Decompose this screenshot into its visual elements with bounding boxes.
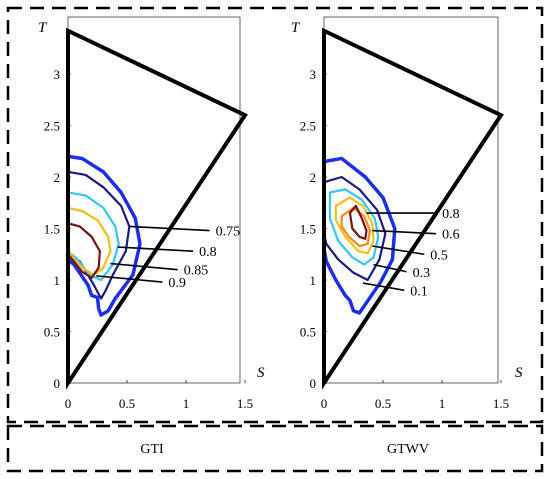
contour-value-label: 0.6 [442, 228, 460, 243]
x-tick-label: 1.5 [237, 396, 253, 411]
y-tick-label: 0 [310, 376, 317, 391]
x-tick-labels: 0 0.5 1 1.5 [321, 396, 509, 411]
contour-value-label: 0.85 [184, 264, 209, 279]
y-tick-label: 2 [54, 170, 61, 185]
y-tick-label: 0.5 [44, 325, 60, 340]
y-tick-label: 0.5 [300, 325, 316, 340]
label-leader [110, 262, 178, 271]
contour-0-1 [322, 156, 397, 315]
panel-caption: GTWV [387, 442, 429, 457]
contour-outer [66, 154, 142, 317]
caption-dashed-frame [6, 424, 544, 473]
contour-0-5 [328, 188, 380, 266]
triangle-boundary [66, 27, 248, 390]
panel-gti: 00.511.522.53 0 0.5 1 1.5 0.750.80.850.9 T … [38, 16, 265, 457]
y-tick-label: 3 [310, 67, 317, 82]
tick-marks [323, 73, 502, 384]
contour-labels: 0.75 0.8 0.850.9 [96, 225, 241, 291]
panel-gtwv: 0 0.5 1 1.5 2 2.5 3 0 0.5 1 1.5 0.8 0.6 0.5 0.3 0.1 T… [291, 16, 523, 457]
x-tick-label: 1.5 [493, 396, 509, 411]
y-tick-label: 2 [310, 170, 317, 185]
label-leader [96, 275, 163, 283]
y-tick-labels: 0 0.5 1 1.5 2 2.5 3 [44, 67, 60, 391]
label-leader [372, 229, 437, 235]
contour-value-label: 0.8 [442, 207, 460, 222]
x-axis-label: S [515, 365, 523, 381]
label-leader [372, 245, 425, 256]
contour-value-label: 0.3 [413, 266, 431, 281]
x-tick-label: 0 [321, 396, 328, 411]
contour-0-8 [66, 191, 120, 282]
y-tick-label: 1.5 [44, 222, 60, 237]
x-tick-label: 1 [439, 396, 446, 411]
triangle-boundary [322, 27, 504, 390]
y-tick-label: 1.5 [300, 222, 316, 237]
contour-labels: 0.8 0.6 0.5 0.3 0.1 [362, 207, 460, 299]
y-axis-label: T [38, 20, 48, 36]
top-dashed-frame [6, 6, 544, 424]
y-tick-label: 2.5 [44, 119, 60, 134]
y-tick-label: 2.5 [300, 119, 316, 134]
x-tick-label: 0.5 [375, 396, 391, 411]
label-leader [117, 246, 194, 252]
contour-value-label: 0.9 [168, 276, 186, 291]
label-leader [373, 263, 407, 273]
x-axis-label: S [257, 365, 265, 381]
y-tick-label: 1 [310, 273, 317, 288]
y-tick-label: 1 [54, 273, 61, 288]
y-tick-labels: 0 0.5 1 1.5 2 2.5 3 [300, 67, 316, 391]
contour-0-9 [66, 222, 101, 280]
label-leader [129, 225, 210, 232]
contour-0-8 [348, 204, 368, 240]
x-tick-labels: 0 0.5 1 1.5 [65, 396, 253, 411]
x-tick-label: 1 [183, 396, 190, 411]
contour-0-85 [66, 206, 112, 276]
contours [66, 154, 142, 317]
contour-value-label: 0.1 [410, 284, 428, 299]
y-tick-label: 3 [54, 67, 61, 82]
y-axis-label: T [291, 20, 301, 36]
x-tick-label: 0.5 [119, 396, 135, 411]
label-leader [362, 282, 405, 292]
x-tick-label: 0 [65, 396, 72, 411]
contour-value-label: 0.5 [430, 248, 448, 263]
panel-caption: GTI [140, 442, 164, 457]
contour-value-label: 0.75 [216, 225, 241, 240]
y-tick-label: 0 [54, 376, 61, 391]
contour-value-label: 0.8 [199, 245, 217, 260]
contour-0-6 [334, 196, 375, 255]
